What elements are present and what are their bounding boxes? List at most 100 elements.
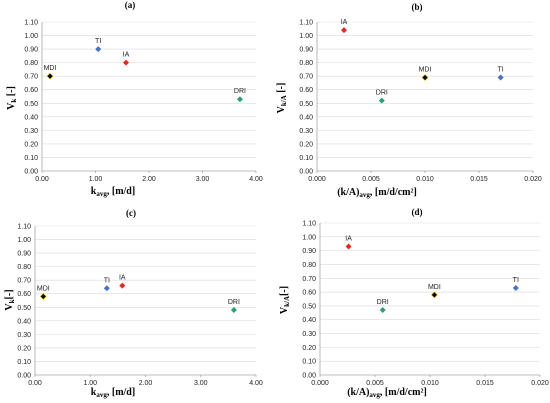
data-point-ia <box>119 282 126 289</box>
data-point-mdi <box>421 74 429 81</box>
y-tick-label: 0.30 <box>17 332 31 339</box>
data-label-dri: DRI <box>377 299 389 306</box>
data-label-dri: DRI <box>234 88 246 95</box>
y-axis-title-unit: [-] <box>276 83 287 96</box>
y-tick-label: 1.00 <box>302 234 316 241</box>
y-axis-title-subscript: k <box>10 99 18 103</box>
y-tick-label: 0.50 <box>17 305 31 312</box>
y-tick-label: 0.10 <box>299 155 313 162</box>
y-axis-title-main: V <box>6 102 17 110</box>
y-axis-title-subscript: k/A <box>283 296 291 307</box>
x-axis-title: kavg, [m/d] <box>91 387 135 399</box>
y-tick-label: 0.20 <box>302 345 316 352</box>
y-tick-label: 0.90 <box>299 47 313 54</box>
y-tick-label: 0.10 <box>302 359 316 366</box>
data-point-dri <box>230 306 237 313</box>
y-tick-label: 0.40 <box>24 114 38 121</box>
x-axis-title-main: (k/A) <box>347 387 369 398</box>
x-axis-title-subscript: avg <box>96 190 107 198</box>
data-label-ia: IA <box>123 52 130 59</box>
y-tick-label: 1.00 <box>299 33 313 40</box>
x-tick-label: 0.005 <box>362 176 380 183</box>
y-tick-label: 0.30 <box>299 128 313 135</box>
y-tick-label: 0.30 <box>24 128 38 135</box>
x-axis-title: kavg, [m/d] <box>91 186 135 198</box>
data-label-ia: IA <box>119 275 126 282</box>
y-tick-label: 0.20 <box>24 141 38 148</box>
x-tick-label: 1.00 <box>83 380 97 387</box>
data-point-ia <box>341 27 347 34</box>
x-tick-label: 4.00 <box>249 380 263 387</box>
data-label-ia: IA <box>345 235 352 242</box>
y-tick-label: 0.70 <box>302 276 316 283</box>
y-axis-title-unit: [-] <box>4 289 15 299</box>
y-tick-label: 0.50 <box>24 101 38 108</box>
panel-label: (a) <box>125 0 136 10</box>
x-tick-label: 3.00 <box>196 176 210 183</box>
y-tick-label: 0.90 <box>302 248 316 255</box>
y-tick-label: 0.40 <box>302 317 316 324</box>
x-axis-title-subscript: avg <box>96 391 107 399</box>
y-tick-label: 0.60 <box>17 291 31 298</box>
y-tick-label: 0.00 <box>299 169 313 176</box>
y-axis-title: Vk/A [-] <box>276 83 288 114</box>
y-axis-title-main: V <box>279 306 290 314</box>
y-tick-label: 0.60 <box>302 290 316 297</box>
y-tick-label: 0.00 <box>302 373 316 380</box>
y-tick-label: 1.10 <box>302 221 316 228</box>
y-axis-title-subscript: k <box>8 299 16 303</box>
y-tick-label: 0.80 <box>302 262 316 269</box>
y-tick-label: 1.10 <box>299 20 313 27</box>
x-axis-title-unit: , [m/d] <box>107 186 135 197</box>
y-tick-label: 0.30 <box>302 331 316 338</box>
x-tick-label: 0.015 <box>476 380 494 387</box>
data-point-dri <box>379 307 386 314</box>
y-axis-title-main: V <box>4 303 15 311</box>
y-tick-label: 0.10 <box>24 155 38 162</box>
y-axis-title: Vk [-] <box>6 86 18 110</box>
chart-panel-b: 0.00 0.10 0.20 0.30 0.40 0.50 0.60 0.70 0.80 0.90… <box>276 2 542 199</box>
data-point-mdi <box>46 72 54 80</box>
data-label-mdi: MDI <box>37 285 50 292</box>
x-axis-title-unit: , [m/d/cm²] <box>380 387 427 398</box>
data-label-mdi: MDI <box>44 65 57 72</box>
chart-panel-a: 0.00 0.10 0.20 0.30 0.40 0.50 0.60 0.70 0.80 0.90… <box>6 0 263 198</box>
data-label-ti: TI <box>95 38 101 45</box>
panel-label: (d) <box>412 207 423 217</box>
y-tick-label: 1.10 <box>24 20 38 27</box>
y-tick-label: 1.10 <box>17 224 31 231</box>
x-axis-title-main: (k/A) <box>337 187 359 198</box>
x-axis-title-main: k <box>91 387 97 398</box>
data-point-ti <box>95 46 102 53</box>
x-tick-label: 0.00 <box>35 176 49 183</box>
data-point-ti <box>512 284 519 291</box>
data-point-mdi <box>430 291 438 299</box>
y-tick-label: 1.00 <box>24 33 38 40</box>
data-point-dri <box>378 97 385 104</box>
y-tick-label: 0.90 <box>24 47 38 54</box>
data-point-ti <box>497 74 504 81</box>
x-axis-title-unit: , [m/d] <box>107 387 135 398</box>
y-tick-label: 0.00 <box>17 373 31 380</box>
y-tick-label: 0.50 <box>302 303 316 310</box>
y-tick-label: 0.00 <box>24 169 38 176</box>
chart-panel-c: 0.00 0.10 0.20 0.30 0.40 0.50 0.60 0.70 0.80 0.90… <box>4 208 263 399</box>
panel-label: (c) <box>126 208 136 218</box>
x-axis-title-main: k <box>91 186 97 197</box>
x-tick-label: 0.020 <box>531 380 549 387</box>
y-axis-title-unit: [-] <box>279 286 290 296</box>
x-axis-title: (k/A)avg, [m/d/cm²] <box>347 387 427 399</box>
x-tick-label: 0.015 <box>470 176 488 183</box>
y-tick-label: 0.90 <box>17 251 31 258</box>
y-axis-title-unit: [-] <box>6 86 17 99</box>
x-tick-label: 0.005 <box>366 380 384 387</box>
x-axis-title: (k/A)avg, [m/d/cm²] <box>337 187 417 199</box>
y-axis-title: Vk[-] <box>4 289 16 310</box>
panel-label: (b) <box>412 2 423 12</box>
y-tick-label: 0.70 <box>24 74 38 81</box>
y-axis-title-main: V <box>276 105 287 113</box>
y-tick-label: 0.20 <box>17 345 31 352</box>
x-tick-label: 1.00 <box>89 176 103 183</box>
x-tick-label: 4.00 <box>249 176 263 183</box>
